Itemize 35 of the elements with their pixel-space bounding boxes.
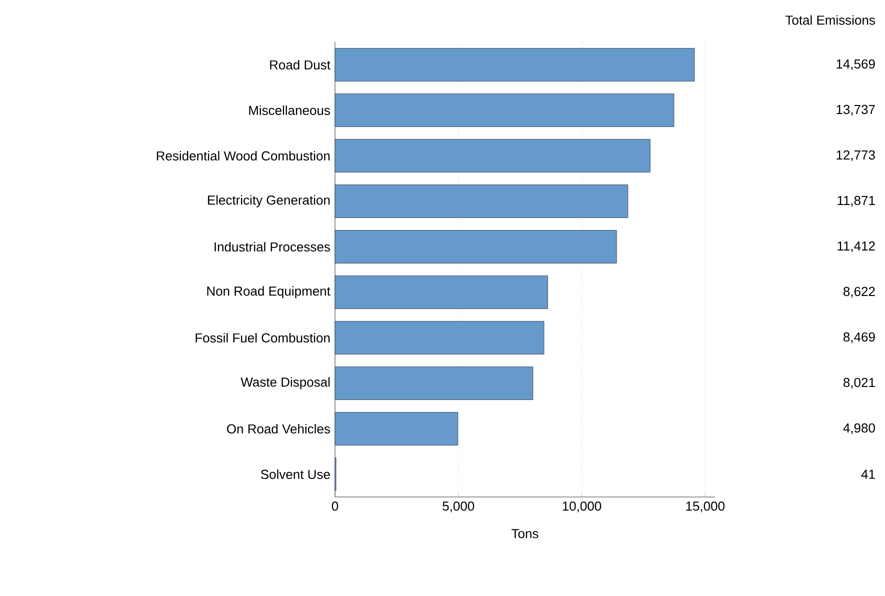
- x-tick-label: 5,000: [442, 502, 474, 512]
- data-label: 14,569: [836, 59, 875, 70]
- x-axis-title: Tons: [512, 529, 538, 538]
- data-label: 12,773: [836, 150, 875, 162]
- data-label: 11,871: [838, 196, 875, 207]
- y-tick-label: Fossil Fuel Combustion: [196, 332, 330, 343]
- y-tick-label: Electricity Generation: [208, 195, 330, 208]
- x-tick-label: 15,000: [686, 502, 725, 512]
- bar: [334, 321, 544, 354]
- bar: [334, 412, 458, 446]
- bar: [334, 48, 695, 82]
- text: Total Emissions: [785, 15, 875, 25]
- y-tick-label: Miscellaneous: [249, 105, 330, 116]
- data-label: 8,021: [844, 378, 875, 389]
- bar: [334, 94, 674, 127]
- data-label: 13,737: [836, 104, 875, 116]
- bar: [334, 184, 628, 218]
- data-label: 8,469: [844, 332, 875, 344]
- y-tick-label: Non Road Equipment: [207, 286, 330, 298]
- y-tick-label: Waste Disposal: [240, 377, 330, 390]
- bar: [334, 230, 617, 264]
- bar: [334, 366, 534, 400]
- y-tick-label: On Road Vehicles: [227, 424, 330, 434]
- x-tick-label: 0: [332, 502, 338, 511]
- data-label: 41: [861, 470, 875, 479]
- data-label: 11,412: [838, 241, 875, 252]
- data-label: 4,980: [843, 423, 875, 434]
- y-tick-label: Solvent Use: [260, 469, 330, 480]
- y-tick-label: Residential Wood Combustion: [156, 150, 330, 161]
- x-tick-label: 10,000: [562, 502, 602, 512]
- y-tick-label: Industrial Processes: [214, 242, 330, 252]
- bar: [334, 139, 650, 172]
- data-label: 8,622: [844, 286, 875, 298]
- bar: [334, 276, 548, 309]
- y-tick-label: Road Dust: [270, 60, 330, 70]
